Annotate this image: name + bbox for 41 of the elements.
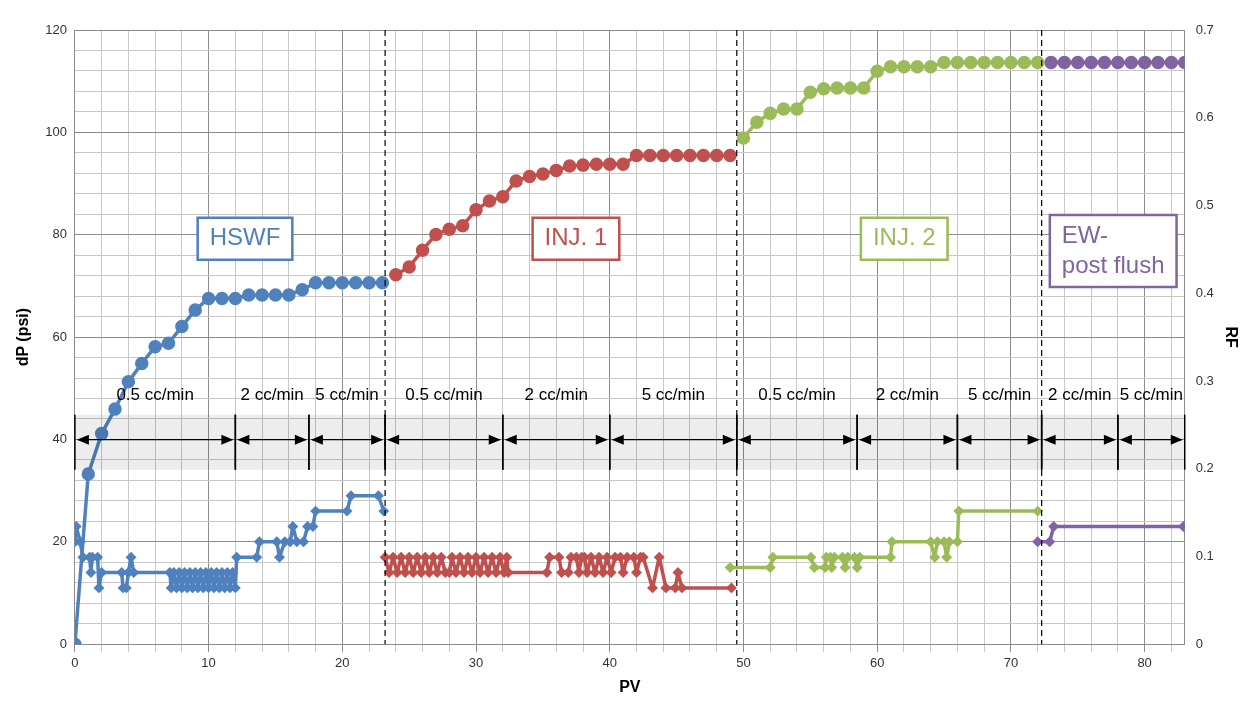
band-label: 0.5 cc/min — [758, 384, 836, 404]
y-tick-label: 80 — [52, 226, 67, 242]
annotation: EW- post flush — [1061, 220, 1165, 278]
x-axis-title: PV — [619, 677, 641, 695]
y-tick-label: 100 — [45, 123, 67, 139]
annotation: INJ. 1 — [544, 223, 608, 251]
x-tick-label: 80 — [1137, 654, 1152, 670]
band-label: 5 cc/min — [641, 384, 705, 404]
x-tick-label: 30 — [468, 654, 484, 670]
band-label: 5 cc/min — [315, 384, 379, 404]
x-tick-label: 50 — [736, 654, 751, 670]
y2-tick-label: 0.7 — [1195, 21, 1214, 37]
band-label: 2 cc/min — [524, 384, 588, 404]
y2-tick-label: 0.1 — [1195, 548, 1214, 564]
y-tick-label: 60 — [52, 328, 67, 344]
y2-tick-label: 0 — [1195, 635, 1203, 651]
y2-tick-label: 0.2 — [1195, 460, 1214, 476]
y2-tick-label: 0.6 — [1195, 109, 1214, 125]
band-label: 2 cc/min — [875, 384, 939, 404]
y-axis-title: dP (psi) — [14, 307, 32, 367]
band-label: 2 cc/min — [240, 384, 304, 404]
y2-tick-label: 0.3 — [1195, 372, 1214, 388]
band-label: 5 cc/min — [1119, 384, 1183, 404]
annotation: HSWF — [209, 223, 281, 251]
x-tick-label: 40 — [602, 654, 617, 670]
x-tick-label: 0 — [71, 654, 79, 670]
band-label: 0.5 cc/min — [405, 384, 483, 404]
y2-tick-label: 0.4 — [1195, 284, 1214, 300]
x-tick-label: 60 — [869, 654, 885, 670]
band-label: 2 cc/min — [1048, 384, 1112, 404]
y-tick-label: 0 — [59, 635, 67, 651]
y2-axis-title: RF — [1222, 326, 1240, 348]
y-tick-label: 120 — [45, 21, 67, 37]
y-tick-label: 20 — [52, 533, 67, 549]
y-tick-label: 40 — [52, 431, 67, 447]
y2-tick-label: 0.5 — [1195, 197, 1214, 213]
annotation: INJ. 2 — [872, 223, 936, 251]
band-label: 5 cc/min — [967, 384, 1032, 404]
x-tick-label: 70 — [1003, 654, 1019, 670]
x-tick-label: 20 — [335, 654, 350, 670]
x-tick-label: 10 — [201, 654, 216, 670]
